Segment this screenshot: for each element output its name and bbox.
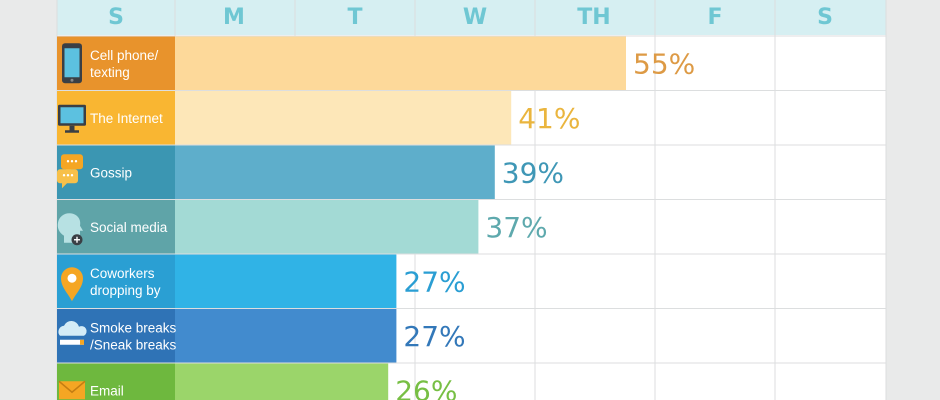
category-label: The Internet — [90, 111, 163, 126]
bar — [175, 309, 397, 363]
phone-icon — [62, 43, 82, 84]
category-row: Email 26% — [57, 363, 457, 400]
location-pin-icon — [61, 267, 83, 302]
smoke-cloud-icon — [58, 320, 87, 345]
category-row: Social media 37% — [57, 200, 548, 254]
bar — [175, 145, 495, 199]
category-rows: Cell phone/texting 55% The Internet 41% Goss… — [57, 36, 695, 400]
day-label: TH — [577, 5, 610, 30]
bar — [175, 91, 512, 145]
category-row: Cell phone/texting 55% — [57, 36, 695, 90]
day-label: S — [817, 5, 833, 30]
category-label: Cell phone/texting — [90, 48, 159, 80]
monitor-icon — [58, 104, 86, 133]
day-label: T — [347, 5, 362, 30]
day-label: W — [463, 5, 487, 30]
chat-bubbles-icon — [57, 154, 83, 189]
value-label: 55% — [633, 47, 695, 80]
value-label: 26% — [395, 374, 457, 400]
value-label: 27% — [403, 265, 465, 298]
bar — [175, 363, 389, 400]
value-label: 39% — [502, 156, 564, 189]
value-label: 41% — [518, 102, 580, 135]
bar — [175, 200, 479, 254]
category-row: The Internet 41% — [57, 91, 580, 145]
day-header-band — [57, 0, 886, 35]
category-label: Smoke breaks/Sneak breaks — [90, 320, 177, 352]
bar — [175, 254, 397, 308]
category-row: Smoke breaks/Sneak breaks 27% — [57, 309, 466, 363]
category-label: Coworkers dropping by — [90, 266, 161, 298]
day-label: S — [108, 5, 124, 30]
category-row: Coworkers dropping by 27% — [57, 254, 466, 308]
day-label: M — [223, 5, 245, 30]
category-label: Social media — [90, 220, 168, 235]
category-row: Gossip 39% — [57, 145, 564, 199]
category-label: Gossip — [90, 165, 132, 180]
category-label: Email — [90, 383, 124, 398]
day-header: S M T W TH F S — [108, 5, 833, 30]
day-label: F — [707, 5, 722, 30]
value-label: 37% — [485, 211, 547, 244]
envelope-icon — [58, 380, 86, 400]
value-label: 27% — [403, 320, 465, 353]
bar — [175, 36, 626, 90]
head-profile-icon — [57, 213, 83, 246]
